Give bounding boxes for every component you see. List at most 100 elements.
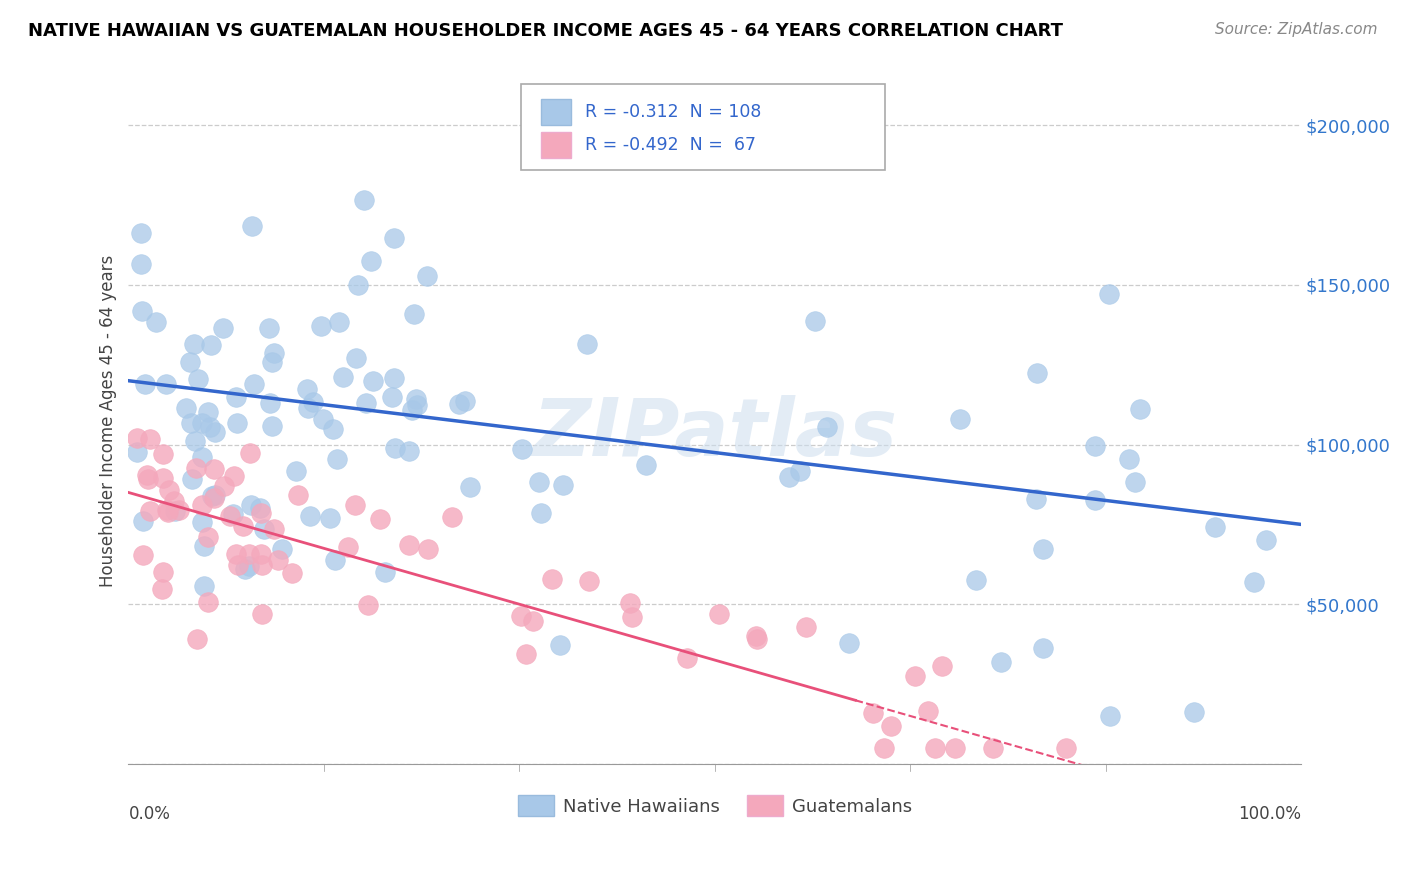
Point [903,669,925,683]
Point [1083,439,1105,453]
Point [262,418,284,433]
Point [347,277,370,292]
Point [191,450,214,464]
Point [225,417,247,431]
Point [943,740,966,755]
Point [1129,402,1152,417]
Point [298,509,321,524]
Point [238,547,260,561]
Point [259,396,281,410]
Point [262,355,284,369]
Point [132,548,155,562]
Point [242,377,264,392]
Text: ZIPatlas: ZIPatlas [533,395,897,474]
Point [180,416,202,430]
Point [221,507,243,521]
Point [873,740,896,755]
Point [184,460,207,475]
Point [191,417,214,431]
Point [332,369,354,384]
Point [204,488,226,502]
Point [325,452,347,467]
Point [337,540,360,554]
Point [620,609,643,624]
Point [965,573,987,587]
Point [374,566,396,580]
Point [707,607,730,621]
Point [510,609,533,624]
Point [225,391,247,405]
Point [1254,533,1277,548]
Point [382,370,405,384]
Y-axis label: Householder Income Ages 45 - 64 years: Householder Income Ages 45 - 64 years [100,254,117,587]
Point [370,512,392,526]
Point [804,314,827,328]
Point [180,472,202,486]
Point [240,219,263,234]
Point [212,320,235,334]
Point [157,505,180,519]
Text: NATIVE HAWAIIAN VS GUATEMALAN HOUSEHOLDER INCOME AGES 45 - 64 YEARS CORRELATION : NATIVE HAWAIIAN VS GUATEMALAN HOUSEHOLDE… [28,22,1063,40]
Point [522,614,544,628]
Point [384,441,406,455]
Point [225,547,247,561]
Point [1031,641,1053,656]
Point [187,372,209,386]
Point [157,483,180,497]
Point [838,635,860,649]
Point [1098,286,1121,301]
Point [553,477,575,491]
Point [197,405,219,419]
Point [297,401,319,416]
Point [354,396,377,410]
Point [127,445,149,459]
Point [319,510,342,524]
Point [1123,475,1146,490]
Point [285,464,308,478]
Point [222,469,245,483]
Point [252,607,274,622]
Point [152,471,174,485]
Point [201,489,224,503]
Point [193,578,215,592]
Text: R = -0.492  N =  67: R = -0.492 N = 67 [585,136,755,154]
Point [253,522,276,536]
Legend: Native Hawaiians, Guatemalans: Native Hawaiians, Guatemalans [510,789,920,823]
Point [193,539,215,553]
Point [328,315,350,329]
Text: 100.0%: 100.0% [1239,805,1301,823]
Point [548,638,571,652]
Point [129,226,152,240]
Point [249,500,271,515]
Point [302,395,325,409]
Point [197,595,219,609]
Point [239,446,262,460]
Point [405,399,427,413]
Point [152,447,174,461]
Point [578,574,600,588]
Point [152,565,174,579]
Point [183,337,205,351]
Point [948,412,970,426]
Point [219,508,242,523]
Point [1182,705,1205,719]
Text: Source: ZipAtlas.com: Source: ZipAtlas.com [1215,22,1378,37]
Point [361,374,384,388]
Point [145,315,167,329]
Point [619,596,641,610]
Point [186,632,208,646]
Point [440,510,463,524]
Point [917,704,939,718]
Point [179,355,201,369]
Point [1032,541,1054,556]
Point [136,468,159,483]
Point [136,472,159,486]
Point [250,558,273,573]
Point [1025,492,1047,507]
Point [322,421,344,435]
Point [402,307,425,321]
Point [197,530,219,544]
Point [357,598,380,612]
Point [191,498,214,512]
Point [152,582,174,596]
